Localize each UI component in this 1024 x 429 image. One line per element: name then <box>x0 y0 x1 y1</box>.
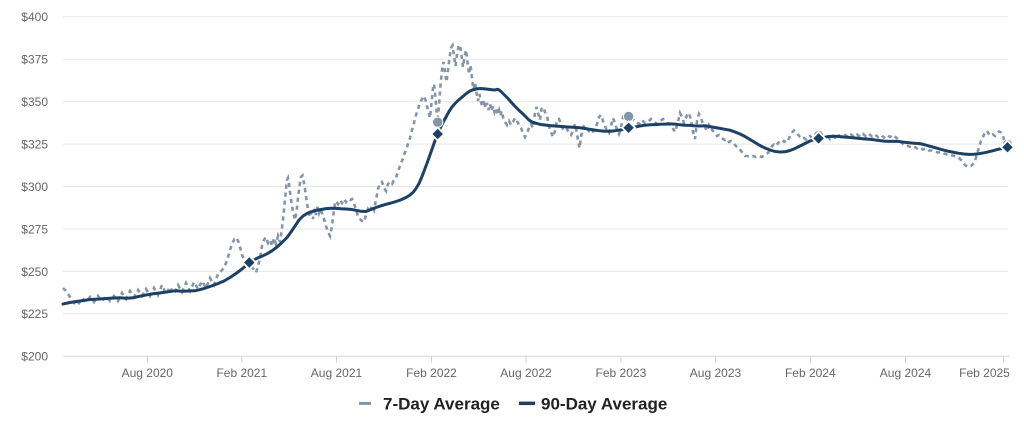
svg-text:Feb 2025: Feb 2025 <box>959 366 1010 380</box>
svg-text:7-Day Average: 7-Day Average <box>383 395 500 414</box>
svg-text:Aug 2024: Aug 2024 <box>880 366 932 380</box>
svg-text:$275: $275 <box>21 222 48 236</box>
svg-text:$350: $350 <box>21 95 48 109</box>
svg-text:$400: $400 <box>21 10 48 24</box>
svg-text:Feb 2022: Feb 2022 <box>406 366 457 380</box>
svg-text:Aug 2021: Aug 2021 <box>311 366 363 380</box>
svg-text:$325: $325 <box>21 138 48 152</box>
svg-text:Aug 2020: Aug 2020 <box>122 366 174 380</box>
svg-text:90-Day Average: 90-Day Average <box>541 395 667 414</box>
svg-text:$200: $200 <box>21 350 48 364</box>
svg-text:$300: $300 <box>21 180 48 194</box>
svg-text:Feb 2024: Feb 2024 <box>785 366 836 380</box>
svg-text:$225: $225 <box>21 307 48 321</box>
svg-text:Aug 2022: Aug 2022 <box>500 366 552 380</box>
svg-text:Feb 2021: Feb 2021 <box>216 366 267 380</box>
svg-text:Aug 2023: Aug 2023 <box>690 366 742 380</box>
svg-text:Feb 2023: Feb 2023 <box>596 366 647 380</box>
svg-text:$250: $250 <box>21 265 48 279</box>
svg-text:$375: $375 <box>21 53 48 67</box>
